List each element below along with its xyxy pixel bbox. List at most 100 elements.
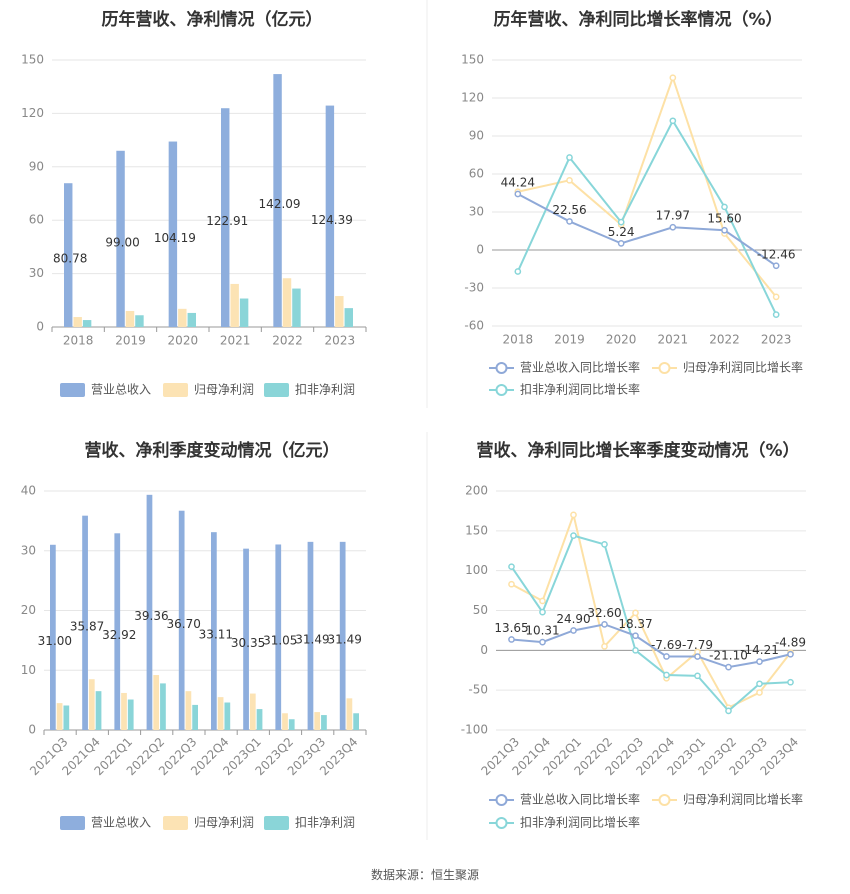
legend-label: 扣非净利润: [295, 383, 355, 397]
data-label: 142.09: [259, 197, 301, 211]
legend-marker: [658, 794, 671, 806]
y-tick-label: 40: [21, 484, 36, 498]
data-label: 31.49: [327, 632, 361, 646]
y-tick-label: 150: [21, 53, 44, 67]
data-point: [756, 658, 763, 666]
data-point: [601, 541, 608, 548]
y-tick-label: -50: [468, 683, 488, 697]
data-label: 13.65: [494, 621, 528, 635]
legend-item[interactable]: 扣非净利润同比增长率: [489, 815, 640, 830]
y-tick-label: 20: [21, 603, 36, 617]
x-tick-label: 2023: [761, 333, 792, 347]
legend-label: 归母净利润: [194, 816, 254, 830]
bar-revenue: [221, 108, 230, 327]
data-point: [508, 563, 515, 571]
bar-deducted-profit: [95, 691, 102, 730]
legend-swatch: [264, 816, 289, 830]
data-point: [669, 117, 677, 125]
data-label: 32.92: [102, 628, 136, 642]
bar-revenue: [243, 548, 249, 730]
bar-deducted-profit: [353, 713, 359, 730]
legend-swatch: [163, 816, 188, 830]
x-tick-label: 2020: [168, 334, 199, 348]
chart-title: 营收、净利同比增长率季度变动情况（%）: [476, 440, 799, 461]
legend-item[interactable]: 营业总收入: [60, 816, 151, 831]
legend-item[interactable]: 营业总收入同比增长率: [489, 360, 640, 375]
legend-label: 归母净利润: [194, 383, 254, 397]
data-label: -21.10: [709, 649, 748, 663]
legend-marker: [495, 384, 508, 396]
data-point: [787, 678, 794, 686]
data-point: [508, 636, 515, 643]
data-point: [772, 262, 780, 270]
y-tick-label: 100: [465, 563, 488, 577]
data-point: [539, 597, 546, 605]
data-label: 24.90: [556, 612, 590, 626]
bar-revenue: [146, 494, 153, 730]
data-point: [669, 223, 677, 231]
data-point: [570, 627, 577, 634]
data-point: [632, 646, 639, 654]
y-tick-label: 0: [36, 320, 44, 334]
bar-parent-profit: [335, 296, 344, 327]
legend-item[interactable]: 扣非净利润: [264, 816, 355, 831]
data-point: [694, 653, 701, 660]
legend-item[interactable]: 归母净利润同比增长率: [652, 360, 803, 375]
data-label: -14.21: [740, 643, 779, 657]
data-label: 39.36: [134, 609, 168, 623]
y-tick-label: -60: [464, 319, 484, 333]
series-line-2: [516, 118, 778, 316]
source-note: 数据来源：恒生聚源: [370, 868, 479, 882]
data-label: 104.19: [154, 231, 196, 245]
data-point: [756, 689, 763, 696]
bar-revenue: [178, 510, 185, 730]
bar-revenue: [339, 541, 346, 730]
data-label: 22.56: [552, 203, 586, 217]
bar-deducted-profit: [187, 312, 196, 327]
bar-parent-profit: [185, 691, 192, 730]
series-line-1: [517, 74, 777, 298]
legend-item[interactable]: 营业总收入: [60, 383, 151, 398]
legend-label: 营业总收入: [91, 383, 151, 397]
quarterly-growth-rate-chart: 营收、净利同比增长率季度变动情况（%）-100-5005010015020020…: [461, 440, 806, 830]
data-label: 33.11: [199, 628, 233, 642]
bar-parent-profit: [153, 675, 160, 730]
bar-parent-profit: [121, 692, 127, 730]
bar-parent-profit: [346, 698, 353, 730]
legend-swatch: [264, 383, 289, 397]
data-point: [570, 532, 577, 539]
legend-item[interactable]: 归母净利润同比增长率: [652, 792, 803, 807]
bar-parent-profit: [88, 679, 95, 730]
y-tick-label: -100: [461, 723, 488, 737]
bar-parent-profit: [178, 308, 187, 327]
data-point: [772, 293, 780, 301]
y-tick-label: 50: [473, 603, 488, 617]
legend-item[interactable]: 归母净利润: [163, 816, 254, 831]
bar-deducted-profit: [239, 298, 249, 327]
data-point: [566, 154, 573, 161]
legend-label: 归母净利润同比增长率: [683, 360, 803, 375]
data-label: 30.35: [231, 636, 265, 650]
bar-revenue: [50, 544, 56, 730]
bar-deducted-profit: [135, 315, 144, 327]
series-line-0: [517, 193, 777, 267]
data-point: [772, 311, 780, 318]
bar-revenue: [114, 533, 121, 730]
annual-revenue-profit-chart: 历年营收、净利情况（亿元） 0 30 60 90 120 150 2018 2019 2020 20…: [21, 9, 367, 398]
legend-item[interactable]: 营业总收入同比增长率: [489, 792, 640, 807]
y-tick-label: 0: [480, 643, 488, 657]
data-point: [694, 672, 701, 680]
x-tick-label: 2021: [658, 333, 689, 347]
data-label: 10.31: [525, 624, 559, 638]
legend-item[interactable]: 扣非净利润同比增长率: [489, 382, 640, 397]
legend-swatch: [60, 816, 85, 830]
bar-parent-profit: [217, 697, 224, 730]
data-point: [601, 643, 608, 650]
bar-deducted-profit: [160, 683, 166, 730]
legend-item[interactable]: 归母净利润: [163, 383, 254, 398]
data-label: 31.49: [295, 632, 329, 646]
bar-deducted-profit: [127, 699, 134, 730]
legend-item[interactable]: 扣非净利润: [264, 383, 355, 398]
series-line-1: [511, 511, 792, 710]
